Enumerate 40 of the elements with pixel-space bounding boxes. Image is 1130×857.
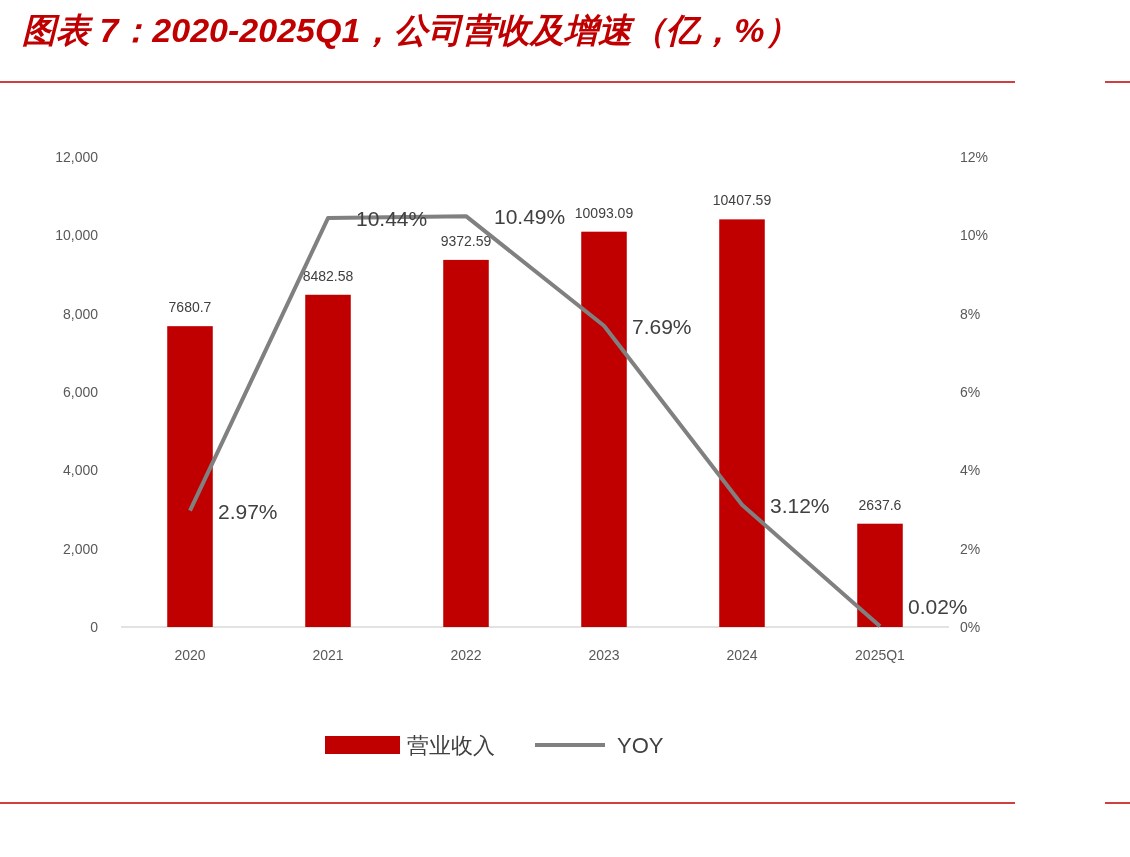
y2-tick-label: 6% (960, 384, 981, 400)
data-label: 7680.7 (168, 299, 212, 316)
legend-label: 营业收入 (407, 733, 495, 758)
y2-tick-label: 0% (960, 619, 981, 635)
bar (581, 231, 627, 627)
data-label: 10407.59 (712, 192, 772, 209)
y-tick-label: 0 (90, 619, 99, 635)
data-label: 0.02% (908, 595, 968, 619)
data-label: 10093.09 (574, 204, 634, 221)
data-label: 2.97% (218, 499, 278, 523)
bar (719, 219, 765, 627)
y-tick-label: 8,000 (62, 305, 99, 322)
data-label: 3.12% (770, 493, 830, 517)
data-label: 8482.58 (302, 267, 354, 284)
y-tick-label: 4,000 (62, 462, 99, 479)
y-tick-label: 10,000 (55, 227, 99, 244)
y-tick-label: 6,000 (62, 384, 99, 400)
bar (305, 294, 351, 627)
x-tick-label: 2022 (450, 647, 482, 663)
legend-label: YOY (617, 733, 664, 758)
data-label: 2637.6 (858, 496, 902, 513)
y-tick-label: 12,000 (55, 149, 99, 165)
x-tick-label: 2024 (726, 647, 758, 663)
y2-tick-label: 4% (960, 462, 981, 479)
bar (443, 259, 489, 627)
y2-tick-label: 2% (960, 540, 981, 557)
data-label: 7.69% (632, 314, 692, 338)
x-tick-label: 2025Q1 (855, 647, 906, 663)
bar (857, 523, 903, 627)
y2-tick-label: 12% (960, 149, 989, 165)
chart-title: 图表 7：2020-2025Q1，公司营收及增速（亿，%） (22, 11, 799, 49)
y2-tick-label: 8% (960, 305, 981, 322)
data-label: 10.49% (494, 205, 566, 229)
x-tick-label: 2020 (174, 647, 206, 663)
y-tick-label: 2,000 (62, 540, 99, 557)
bar (167, 326, 213, 627)
y2-tick-label: 10% (960, 227, 989, 244)
x-tick-label: 2021 (312, 647, 344, 663)
data-label: 9372.59 (440, 232, 492, 249)
x-tick-label: 2023 (588, 647, 620, 663)
